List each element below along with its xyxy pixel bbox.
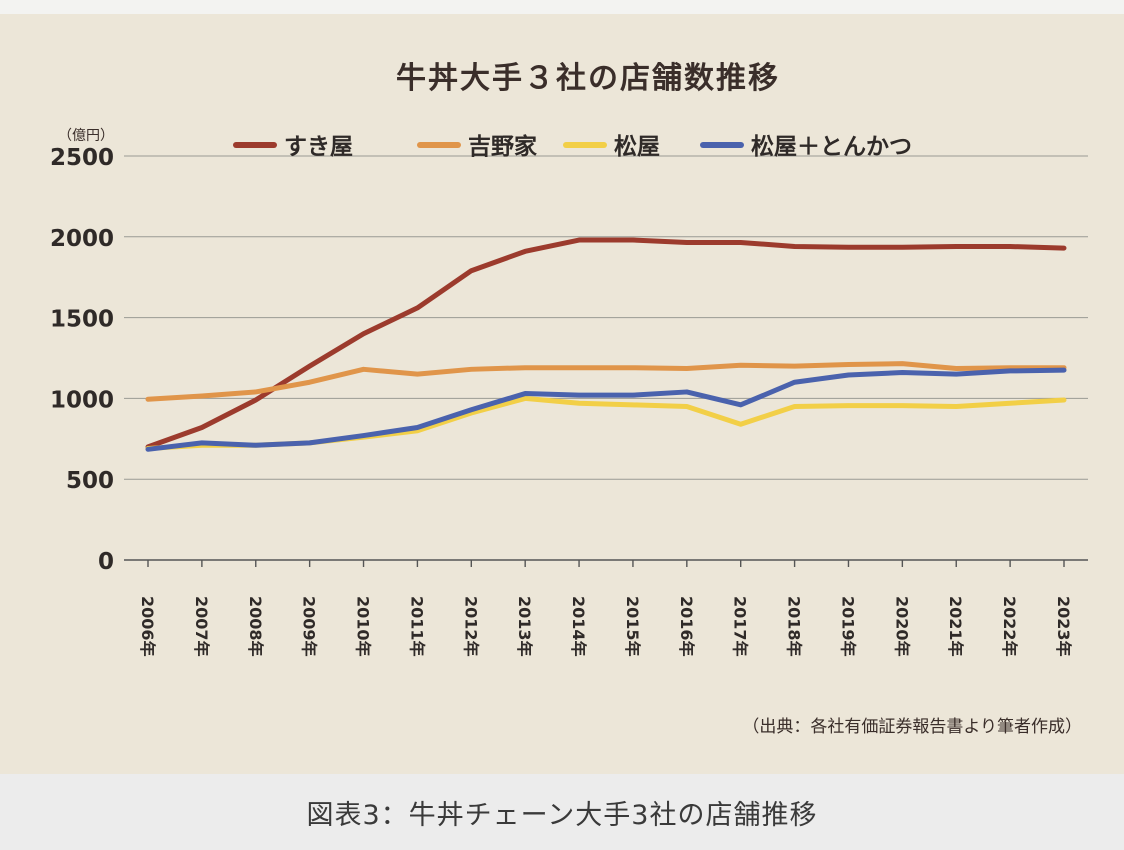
x-tick-label: 2014年 [569, 596, 588, 657]
legend-item: 吉野家 [417, 133, 537, 160]
x-tick-label: 2010年 [354, 596, 373, 657]
y-tick-label: 1500 [50, 307, 114, 333]
series-line-0 [145, 237, 1067, 450]
x-tick-label: 2007年 [192, 596, 211, 657]
x-tick-label: 2018年 [785, 596, 804, 657]
y-tick-label: 2000 [50, 226, 114, 252]
y-tick-label: 500 [66, 468, 114, 494]
legend-item: 松屋 [563, 134, 660, 160]
series-line-1 [145, 361, 1067, 402]
source-note: （出典：各社有価証券報告書より筆者作成） [742, 717, 1082, 737]
x-tick-label: 2019年 [838, 596, 857, 657]
x-tick-label: 2021年 [946, 596, 965, 657]
x-tick-label: 2023年 [1054, 596, 1073, 657]
x-tick-label: 2011年 [407, 596, 426, 657]
legend-label: すき屋 [284, 134, 353, 160]
x-tick-label: 2016年 [677, 596, 696, 657]
x-tick-label: 2012年 [461, 596, 480, 657]
chart-panel: 0 500 1000 1500 2000 2500 2006年 2007年 2008年 2009年… [0, 14, 1124, 774]
line-chart: 0 500 1000 1500 2000 2500 2006年 2007年 2008年 2009年… [50, 61, 1088, 737]
legend-item: 松屋＋とんかつ [700, 134, 912, 160]
x-tick-label: 2015年 [623, 596, 642, 657]
series-line-3 [145, 367, 1067, 452]
x-tick-label: 2020年 [892, 596, 911, 657]
x-tick-label: 2006年 [138, 596, 157, 657]
legend-item: すき屋 [233, 134, 353, 160]
x-tick-label: 2017年 [731, 596, 750, 657]
series-line-2 [145, 395, 1067, 451]
chart-title: 牛丼大手３社の店舗数推移 [396, 61, 780, 96]
x-tick-label: 2009年 [300, 596, 319, 657]
x-tick-label: 2013年 [515, 596, 534, 657]
legend-label: 松屋＋とんかつ [751, 134, 912, 160]
y-tick-label: 1000 [50, 387, 114, 413]
y-tick-label: 2500 [50, 145, 114, 171]
y-tick-label: 0 [98, 549, 114, 575]
y-unit-label: （億円） [58, 128, 114, 144]
x-tick-label: 2022年 [1000, 596, 1019, 657]
x-tick-label: 2008年 [246, 596, 265, 657]
legend-label: 松屋 [614, 134, 660, 160]
legend-label: 吉野家 [468, 133, 537, 160]
figure-caption: 図表3：牛丼チェーン大手3社の店舗推移 [0, 774, 1124, 850]
